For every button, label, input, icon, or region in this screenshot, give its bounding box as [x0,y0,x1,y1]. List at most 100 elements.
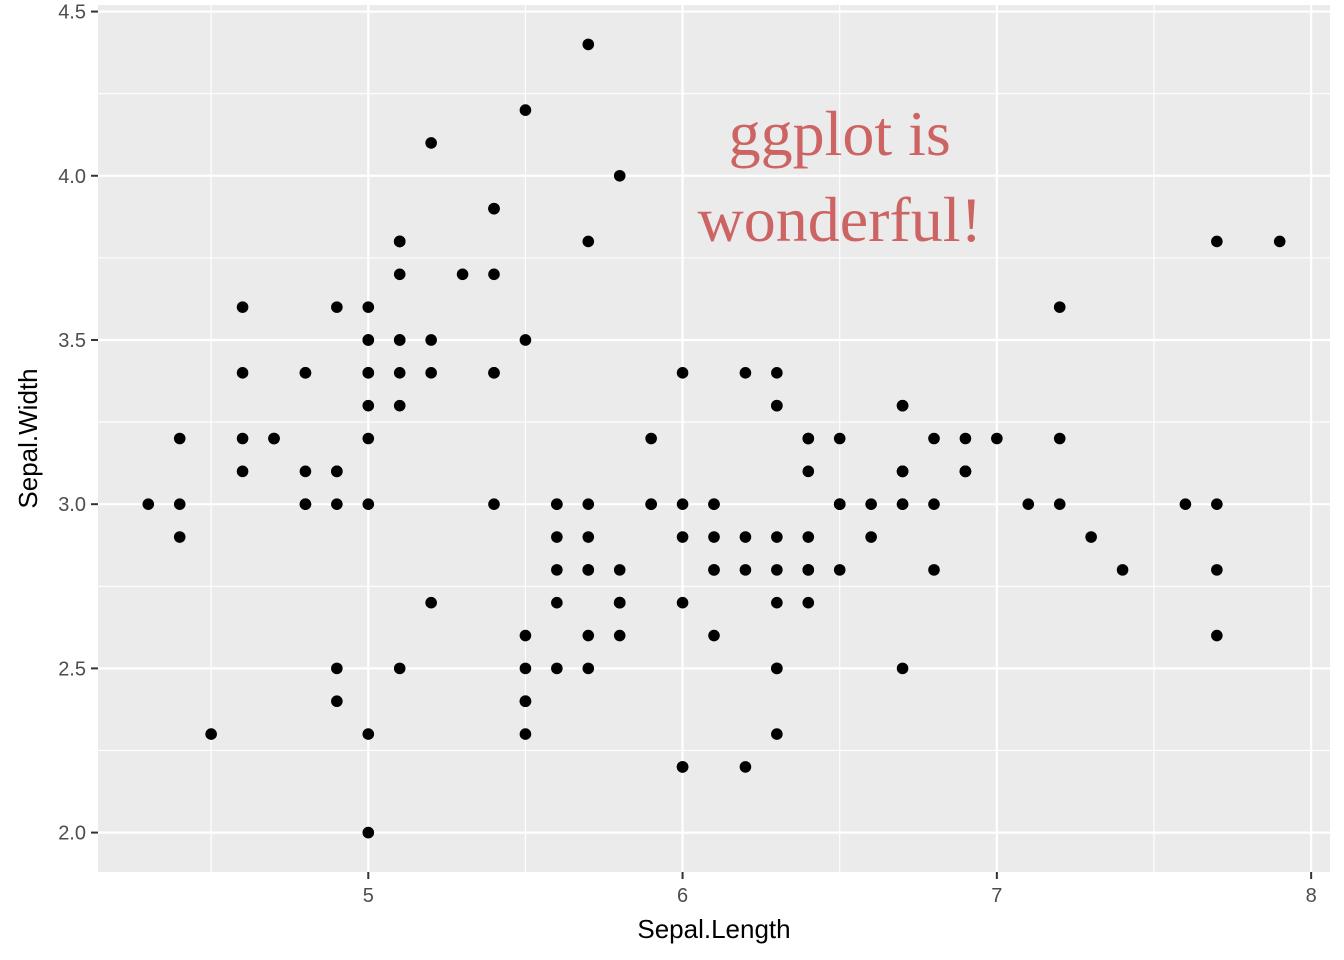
data-point [771,596,783,609]
y-tick-label: 4.0 [58,166,86,188]
data-point [802,564,815,576]
data-point [236,367,249,379]
data-point [551,498,563,510]
data-point [802,432,815,445]
data-point [708,564,720,576]
data-point [393,399,406,412]
data-point [582,662,595,675]
data-point [425,334,437,346]
data-point [676,761,689,773]
data-point [393,268,406,281]
data-point [488,268,500,281]
y-tick-label: 3.0 [58,494,86,516]
data-point [362,826,375,839]
data-point [205,728,217,740]
data-point [551,531,563,543]
data-point [676,367,689,379]
data-point [551,662,563,675]
x-axis-title: Sepal.Length [637,914,790,944]
data-point [362,432,375,445]
data-point [582,629,595,642]
data-point [1211,629,1223,642]
data-point [582,531,595,543]
data-point [268,432,280,445]
data-point [519,104,532,116]
data-point [173,432,186,445]
data-point [896,662,909,675]
data-point [928,564,940,576]
data-point [362,301,375,313]
data-point [362,367,375,379]
x-axis: 5 6 7 8 [363,872,1317,907]
data-point [739,564,752,576]
data-point [519,334,532,346]
data-point [959,465,972,478]
y-tick-label: 3.5 [58,330,86,352]
data-point [236,432,249,445]
data-point [739,531,752,543]
data-point [362,399,375,412]
minor-grid-lines [98,5,1330,872]
y-tick-label: 4.5 [58,2,86,24]
data-point [676,498,689,510]
data-point [362,498,375,510]
data-point [582,235,595,248]
data-point [739,761,752,773]
data-point [331,695,343,708]
data-point [645,432,657,445]
data-point [833,498,846,510]
data-point [645,498,657,510]
data-point [488,367,500,379]
data-point [236,465,249,478]
x-tick-label: 7 [991,885,1002,907]
data-point [393,367,406,379]
data-point [582,38,595,51]
data-point [299,498,312,510]
y-tick-label: 2.5 [58,658,86,680]
major-grid-lines [98,5,1330,872]
data-point [959,432,972,445]
data-point [1211,498,1223,510]
data-point [896,465,909,478]
data-point [236,301,249,313]
data-point [613,596,626,609]
data-point [708,498,720,510]
data-point [1116,564,1129,576]
data-point [362,728,375,740]
data-point [1211,564,1223,576]
x-tick-label: 6 [677,885,688,907]
data-point [1022,498,1035,510]
data-point [519,662,532,675]
data-point [519,629,532,642]
data-point [771,367,783,379]
data-point [739,367,752,379]
data-point [331,465,343,478]
data-point [425,596,437,609]
data-point [1053,498,1066,510]
data-point [551,596,563,609]
data-point [771,662,783,675]
data-point [488,498,500,510]
annotation-line: wonderful! [698,184,982,255]
data-point [582,498,595,510]
y-axis-title: Sepal.Width [13,368,43,508]
data-point [802,465,815,478]
data-point [331,662,343,675]
x-tick-label: 5 [363,885,374,907]
data-point [613,564,626,576]
y-axis: 2.0 2.5 3.0 3.5 4.0 4.5 [58,2,98,845]
data-point [1053,432,1066,445]
data-point [299,367,312,379]
data-point [142,498,155,510]
data-point [991,432,1003,445]
data-point [425,137,437,149]
data-point [708,531,720,543]
data-point [393,334,406,346]
y-tick-label: 2.0 [58,823,86,845]
data-point [896,399,909,412]
data-point [331,301,343,313]
data-point [865,531,877,543]
data-point [519,695,532,708]
data-point [771,399,783,412]
